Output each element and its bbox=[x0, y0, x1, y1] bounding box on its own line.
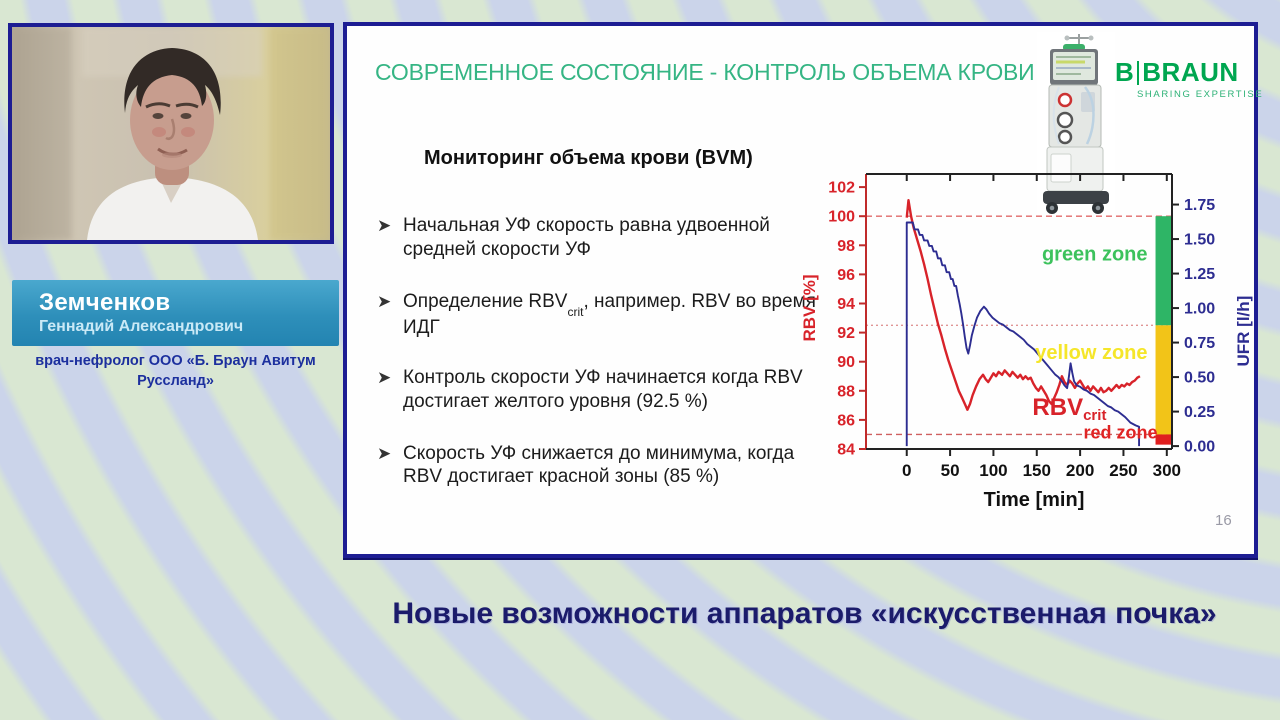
svg-text:96: 96 bbox=[837, 267, 855, 284]
svg-text:0: 0 bbox=[902, 461, 911, 480]
speaker-photo bbox=[12, 27, 330, 240]
svg-text:UFR [l/h]: UFR [l/h] bbox=[1234, 296, 1253, 367]
webcam-video bbox=[8, 23, 334, 244]
svg-text:yellow zone: yellow zone bbox=[1035, 342, 1147, 364]
slide-title: СОВРЕМЕННОЕ СОСТОЯНИЕ - КОНТРОЛЬ ОБЪЕМА … bbox=[375, 59, 1035, 85]
logo-tagline: SHARING EXPERTISE bbox=[1137, 89, 1264, 100]
svg-text:1.75: 1.75 bbox=[1184, 197, 1215, 214]
bullet-item: ➤ Начальная УФ скорость равна удвоенной … bbox=[377, 214, 832, 264]
svg-text:0.25: 0.25 bbox=[1184, 404, 1215, 421]
bbraun-logo: B BRAUN SHARING EXPERTISE bbox=[1115, 57, 1264, 100]
svg-text:102: 102 bbox=[828, 180, 855, 197]
speaker-given-names: Геннадий Александрович bbox=[39, 318, 244, 335]
bullet-arrow-icon: ➤ bbox=[377, 367, 392, 387]
logo-b: B bbox=[1115, 57, 1135, 87]
svg-text:Time [min]: Time [min] bbox=[984, 489, 1085, 511]
svg-text:150: 150 bbox=[1023, 461, 1051, 480]
svg-text:0.50: 0.50 bbox=[1184, 370, 1215, 387]
presentation-slide: СОВРЕМЕННОЕ СОСТОЯНИЕ - КОНТРОЛЬ ОБЪЕМА … bbox=[343, 22, 1264, 558]
svg-text:RBVcrit: RBVcrit bbox=[1032, 394, 1106, 424]
svg-text:red zone: red zone bbox=[1084, 422, 1158, 442]
speaker-surname: Земченков bbox=[39, 289, 171, 316]
svg-text:100: 100 bbox=[979, 461, 1007, 480]
svg-text:86: 86 bbox=[837, 412, 855, 429]
svg-text:0.00: 0.00 bbox=[1184, 439, 1215, 456]
svg-text:1.25: 1.25 bbox=[1184, 266, 1215, 283]
bullet-arrow-icon: ➤ bbox=[377, 216, 392, 235]
svg-text:green zone: green zone bbox=[1042, 243, 1148, 265]
svg-text:300: 300 bbox=[1153, 461, 1181, 480]
svg-text:50: 50 bbox=[941, 461, 960, 480]
svg-text:100: 100 bbox=[828, 209, 855, 226]
svg-text:1.00: 1.00 bbox=[1184, 301, 1215, 318]
svg-text:90: 90 bbox=[837, 354, 855, 371]
svg-text:88: 88 bbox=[837, 383, 855, 400]
bullet-item: ➤ Определение RBVcrit, например. RBV во … bbox=[377, 290, 816, 338]
speaker-nameplate: Земченков Геннадий Александрович bbox=[12, 280, 339, 346]
slide-heading: Мониторинг объема крови (BVM) bbox=[424, 147, 753, 169]
svg-text:94: 94 bbox=[837, 296, 855, 313]
svg-text:RBV [%]: RBV [%] bbox=[800, 274, 819, 341]
bullet-list: ➤ Начальная УФ скорость равна удвоенной … bbox=[377, 214, 832, 517]
logo-braun: BRAUN bbox=[1142, 57, 1239, 87]
svg-text:200: 200 bbox=[1066, 461, 1094, 480]
speaker-role: врач-нефролог ООО «Б. Браун Авитум Руссл… bbox=[35, 353, 316, 389]
bullet-arrow-icon: ➤ bbox=[377, 443, 392, 463]
svg-text:1.50: 1.50 bbox=[1184, 232, 1215, 249]
svg-text:250: 250 bbox=[1109, 461, 1137, 480]
bullet-item: ➤ Контроль скорости УФ начинается когда … bbox=[377, 366, 832, 416]
svg-text:84: 84 bbox=[837, 442, 855, 459]
svg-text:98: 98 bbox=[837, 238, 855, 255]
lecture-title: Новые возможности аппаратов «искусственн… bbox=[392, 597, 1217, 630]
svg-text:0.75: 0.75 bbox=[1184, 335, 1215, 352]
logo-divider bbox=[1137, 60, 1140, 85]
slide-page-number: 16 bbox=[1215, 512, 1232, 529]
svg-text:92: 92 bbox=[837, 325, 855, 342]
bullet-arrow-icon: ➤ bbox=[377, 291, 392, 311]
bullet-item: ➤ Скорость УФ снижается до минимума, ког… bbox=[377, 442, 832, 492]
